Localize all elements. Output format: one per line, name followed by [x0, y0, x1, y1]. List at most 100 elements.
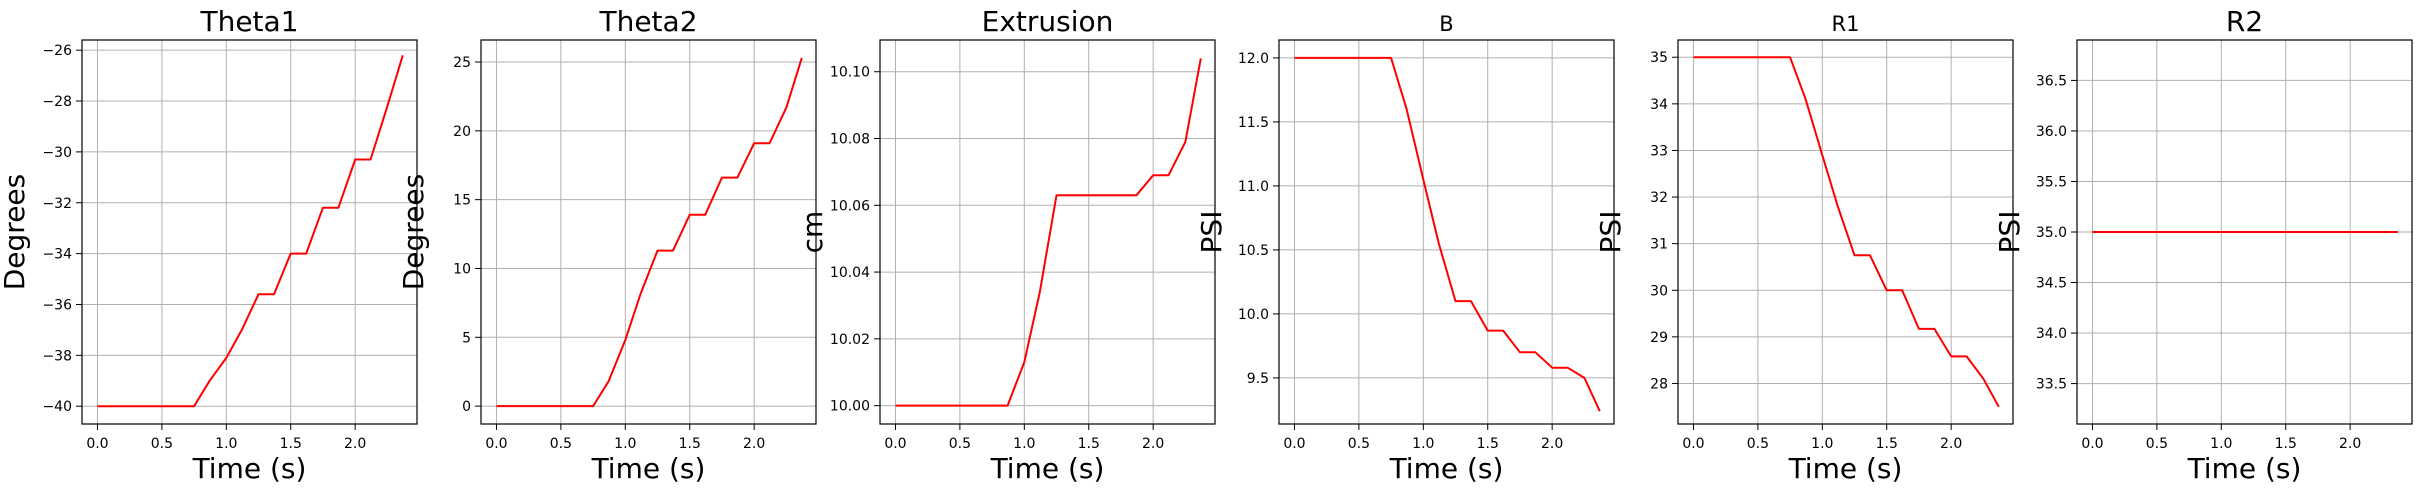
x-tick-label: 1.5 — [1876, 436, 1898, 452]
y-tick-label: 28 — [1650, 376, 1668, 392]
x-axis-label: Time (s) — [192, 452, 307, 485]
chart-title: R2 — [2226, 5, 2263, 38]
plot-frame — [1677, 39, 2014, 425]
plot-frame — [480, 39, 817, 425]
y-tick-label: 34.5 — [2036, 276, 2067, 292]
x-tick-label: 0.0 — [1283, 436, 1305, 452]
x-tick-label: 2.0 — [1142, 436, 1164, 452]
x-tick-label: 2.0 — [1940, 436, 1962, 452]
x-tick-label: 1.5 — [280, 436, 302, 452]
y-tick-label: 31 — [1650, 237, 1668, 253]
x-tick-label: 1.0 — [2210, 436, 2232, 452]
y-tick-label: 35.5 — [2036, 174, 2067, 190]
y-tick-label: 10.00 — [830, 399, 870, 415]
x-tick-label: 0.5 — [2146, 436, 2168, 452]
y-tick-label: 10.02 — [830, 332, 870, 348]
chart-title: Theta1 — [199, 5, 298, 38]
y-tick-label: 9.5 — [1247, 371, 1269, 387]
series-line — [1294, 56, 1601, 412]
y-tick-label: 15 — [453, 193, 471, 209]
x-tick-label: 0.5 — [1747, 436, 1769, 452]
y-tick-label: −38 — [42, 348, 72, 364]
x-tick-label: 1.0 — [614, 436, 636, 452]
y-axis-label: PSI — [1195, 211, 1228, 254]
y-axis-label: Degrees — [397, 174, 430, 291]
y-tick-label: 25 — [453, 55, 471, 71]
series-line — [1693, 56, 2000, 408]
chart-title: B — [1439, 12, 1453, 36]
y-axis-label: cm — [796, 211, 829, 254]
y-tick-label: 36.0 — [2036, 124, 2067, 140]
x-tick-label: 0.0 — [2081, 436, 2103, 452]
plot-frame — [1278, 39, 1615, 425]
x-tick-label: 0.0 — [86, 436, 108, 452]
y-tick-label: 33.5 — [2036, 377, 2067, 393]
chart-panel-5: 0.0 0.5 1.0 1.5 2.0 28 29 30 31 32 33 34 35 R1 Time (s… — [1594, 12, 2014, 485]
y-tick-label: 10.04 — [830, 265, 870, 281]
chart-panel-4: 0.0 0.5 1.0 1.5 2.0 9.5 10.0 10.5 11.0 11.5 12.0 B T… — [1195, 12, 1615, 485]
x-tick-label: 1.0 — [1013, 436, 1035, 452]
y-axis-label: Degrees — [0, 174, 31, 291]
y-axis-label: PSI — [1993, 211, 2026, 254]
chart-panel-3: 0.0 0.5 1.0 1.5 2.0 10.00 10.02 10.04 10.06 10.08… — [796, 5, 1216, 485]
x-tick-label: 0.0 — [485, 436, 507, 452]
chart-panel-1: 0.0 0.5 1.0 1.5 2.0 −40 −38 −36 −34 −32 −30 −28 −26 T… — [0, 5, 418, 485]
plot-frame — [81, 39, 418, 425]
x-axis-label: Time (s) — [2187, 452, 2302, 485]
y-tick-label: 10.08 — [830, 132, 870, 148]
y-axis-label: PSI — [1594, 211, 1627, 254]
series-line — [496, 57, 803, 408]
chart-title: Extrusion — [982, 5, 1114, 38]
y-tick-label: −30 — [42, 145, 72, 161]
y-tick-label: 10.0 — [1238, 307, 1269, 323]
x-axis-label: Time (s) — [990, 452, 1105, 485]
y-tick-label: 0 — [462, 399, 471, 415]
y-tick-label: −36 — [42, 297, 72, 313]
x-tick-label: 0.5 — [550, 436, 572, 452]
y-tick-label: 36.5 — [2036, 73, 2067, 89]
x-tick-label: 1.5 — [1078, 436, 1100, 452]
y-tick-label: 35.0 — [2036, 225, 2067, 241]
x-tick-label: 0.5 — [949, 436, 971, 452]
y-tick-label: 5 — [462, 330, 471, 346]
y-tick-label: 10.5 — [1238, 243, 1269, 259]
y-tick-label: −34 — [42, 247, 72, 263]
x-tick-label: 0.0 — [1682, 436, 1704, 452]
x-tick-label: 2.0 — [344, 436, 366, 452]
x-tick-label: 1.5 — [1477, 436, 1499, 452]
y-tick-label: −40 — [42, 399, 72, 415]
x-axis-label: Time (s) — [1788, 452, 1903, 485]
y-tick-label: 10 — [453, 261, 471, 277]
x-tick-label: 2.0 — [2339, 436, 2361, 452]
series-line — [895, 58, 1202, 407]
y-tick-label: 29 — [1650, 330, 1668, 346]
chart-panel-6: 0.0 0.5 1.0 1.5 2.0 33.5 34.0 34.5 35.0 35.5 36.0 3… — [1993, 5, 2413, 485]
y-tick-label: 32 — [1650, 190, 1668, 206]
chart-title: Theta2 — [598, 5, 697, 38]
x-tick-label: 0.5 — [151, 436, 173, 452]
x-tick-label: 1.5 — [679, 436, 701, 452]
x-tick-label: 1.0 — [1811, 436, 1833, 452]
y-tick-label: −26 — [42, 43, 72, 59]
x-axis-label: Time (s) — [591, 452, 706, 485]
x-tick-label: 1.0 — [1412, 436, 1434, 452]
y-tick-label: 33 — [1650, 143, 1668, 159]
y-tick-label: 11.0 — [1238, 179, 1269, 195]
y-tick-label: 10.10 — [830, 65, 870, 81]
chart-title: R1 — [1832, 12, 1860, 36]
chart-panel-2: 0.0 0.5 1.0 1.5 2.0 0 5 10 15 20 25 Theta2 Time (s) D… — [397, 5, 817, 485]
x-tick-label: 0.0 — [884, 436, 906, 452]
x-axis-label: Time (s) — [1389, 452, 1504, 485]
x-tick-label: 1.0 — [215, 436, 237, 452]
x-tick-label: 2.0 — [743, 436, 765, 452]
y-tick-label: −32 — [42, 196, 72, 212]
series-line — [97, 55, 404, 408]
y-tick-label: 34.0 — [2036, 326, 2067, 342]
y-tick-label: 20 — [453, 124, 471, 140]
y-tick-label: 10.06 — [830, 198, 870, 214]
y-tick-label: 34 — [1650, 97, 1668, 113]
y-tick-label: −28 — [42, 94, 72, 110]
x-tick-label: 2.0 — [1541, 436, 1563, 452]
y-tick-label: 12.0 — [1238, 51, 1269, 67]
